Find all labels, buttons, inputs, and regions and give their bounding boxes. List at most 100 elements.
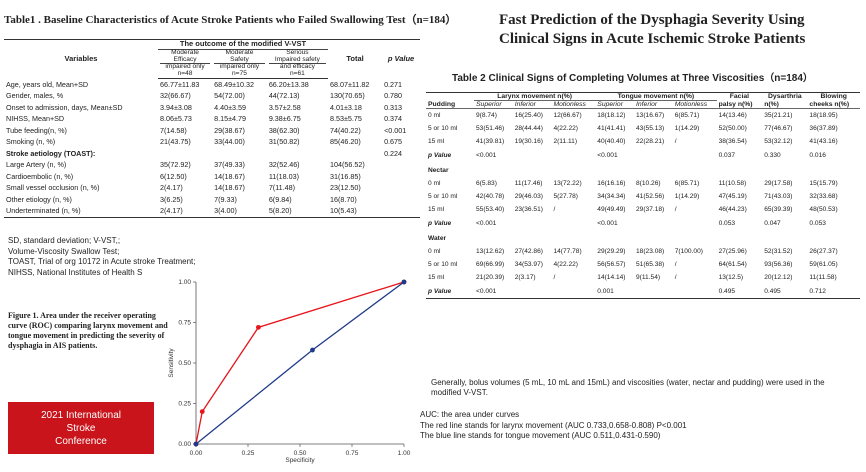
table-cell: 3.94±3.08: [160, 102, 192, 112]
table-cell: [673, 217, 717, 230]
table-cell: [267, 148, 328, 160]
sub-header: Motionless: [674, 101, 708, 108]
table-cell: 21(43.75): [160, 137, 191, 147]
table-row: 15 ml 55(53.40) 23(36.51) / 49(49.49) 29(37.1…: [426, 203, 860, 216]
table-cell: 34(34.34): [597, 193, 626, 201]
table-cell: 0.047: [764, 219, 781, 227]
row-label: 0 ml: [428, 180, 441, 188]
table-cell: 0.495: [764, 287, 781, 295]
table-cell: [551, 284, 595, 298]
table-cell: 32(33.68): [809, 193, 838, 201]
table-cell: 5(27.78): [553, 193, 578, 201]
row-label: 5 or 10 ml: [428, 193, 458, 201]
table-cell: 52(31.52): [764, 247, 793, 255]
table-cell: 22(28.21): [636, 138, 665, 146]
table-cell: 48(50.53): [809, 206, 838, 214]
table-cell: /: [553, 274, 556, 282]
section-label: Water: [428, 234, 447, 242]
x-tick-label: 1.00: [398, 450, 411, 457]
table-cell: 68.07±11.82: [329, 79, 370, 89]
table-row: 0 ml 6(5.83) 11(17.46) 13(72.22) 16(16.16) 8(…: [426, 177, 860, 190]
table-cell: 7(100.00): [674, 247, 703, 255]
table-cell: 0.053: [718, 219, 736, 227]
table-cell: 14(18.67): [214, 171, 245, 181]
section-label: Pudding: [428, 100, 456, 108]
table-cell: [673, 149, 717, 162]
table-row: 15 ml 21(20.39) 2(3.17) / 14(14.14) 9(11.54) /…: [426, 271, 860, 284]
roc-point: [310, 347, 315, 353]
table-row: Large Artery (n, %) 35(72.92) 37(49.33) 32(…: [4, 160, 420, 172]
table-row: Age, years old, Mean+SD 66.77±11.83 68.49±…: [4, 79, 420, 91]
table-cell: 47(45.19): [718, 193, 747, 201]
table-cell: 31(50.82): [268, 137, 300, 147]
table-cell: [382, 160, 420, 172]
table-cell: 32(66.67): [160, 91, 191, 101]
table-cell: 59(61.05): [809, 261, 838, 269]
table-cell: [551, 149, 595, 162]
table-cell: 11(11.58): [809, 274, 837, 282]
table-cell: 10(5.43): [329, 206, 357, 216]
table-cell: 42(40.78): [476, 193, 505, 201]
table-cell: 41(52.56): [636, 193, 665, 201]
row-label: 15 ml: [428, 274, 445, 282]
table-cell: 9(11.54): [636, 274, 661, 282]
table-cell: 29(46.03): [514, 193, 543, 201]
table-cell: 37(49.33): [214, 160, 245, 170]
row-label: 15 ml: [428, 206, 445, 214]
table-cell: [513, 217, 552, 230]
note-line: SD, standard deviation; V-VST,;: [8, 236, 121, 245]
table-cell: 52(50.00): [718, 125, 747, 133]
note-line: TOAST, Trial of org 10172 in Acute strok…: [8, 257, 196, 266]
tongue-group-header: Tongue movement n(%): [595, 92, 717, 101]
row-label: 15 ml: [428, 138, 445, 146]
table-row: 5 or 10 ml 42(40.78) 29(46.03) 5(27.78) 34(3…: [426, 190, 860, 203]
table-cell: 14(18.67): [214, 183, 245, 193]
conference-line: Stroke: [66, 422, 96, 434]
table-cell: 18(18.12): [597, 112, 626, 120]
roc-point: [199, 409, 205, 414]
table-cell: 4(22.22): [553, 261, 578, 269]
roc-chart: 0.00 0.00 0.25 0.25 0.50 0.50 0.75 0.75 1.00 1.00…: [168, 279, 411, 464]
table-cell: 35(21.21): [764, 112, 793, 120]
sub-header: Inferior: [514, 101, 536, 108]
table-cell: 8.06±5.73: [160, 114, 192, 124]
table-row: 15 ml 41(39.81) 19(30.16) 2(11.11) 40(40.40)…: [426, 135, 860, 148]
table-cell: 13(16.67): [636, 112, 665, 120]
table-cell: 8.53±5.75: [329, 114, 362, 124]
table-cell: 0.712: [809, 287, 826, 295]
table-cell: 0.001: [597, 287, 614, 295]
row-label: Smoking (n, %): [6, 137, 56, 147]
table-cell: [382, 206, 420, 218]
table-cell: 16(16.16): [597, 180, 626, 188]
row-label: Large Artery (n, %): [6, 160, 67, 170]
group-header: The outcome of the modified V-VST: [158, 39, 328, 50]
table-row: Underterminated (n, %) 2(4.17) 3(4.00) 5(8.…: [4, 206, 420, 218]
table-row: Small vessel occlusion (n, %) 2(4.17) 14(1…: [4, 183, 420, 195]
table-cell: 51(65.38): [636, 261, 665, 269]
table-cell: [634, 149, 673, 162]
row-label: Cardioembolic (n, %): [6, 171, 74, 181]
table-cell: [513, 284, 552, 298]
table-cell: 4(22.22): [553, 125, 578, 133]
table-cell: 46(44.23): [718, 206, 747, 214]
dysarthria-header: Dysarthria: [768, 93, 802, 101]
dysarthria-header-2: n(%): [764, 100, 779, 108]
table-cell: 29(17.58): [764, 180, 793, 188]
table-cell: 26(27.37): [809, 247, 838, 255]
table-cell: 23(12.50): [329, 183, 361, 193]
table-cell: <0.001: [597, 219, 618, 227]
conference-line: Conference: [55, 435, 107, 447]
table-cell: 32(52.46): [268, 160, 300, 170]
row-label: p Value: [428, 151, 452, 159]
table-cell: 2(4.17): [160, 183, 183, 193]
poster-title-line1: Fast Prediction of the Dysphagia Severit…: [499, 12, 805, 28]
table-cell: 1(14.29): [674, 125, 700, 133]
row-label: Small vessel occlusion (n, %): [6, 183, 100, 193]
table-row: Smoking (n, %) 21(43.75) 33(44.00) 31(50.82…: [4, 137, 420, 149]
poster-title-line2: Clinical Signs in Acute Ischemic Stroke …: [499, 31, 806, 47]
row-label: Tube feeding(n, %): [6, 125, 67, 135]
table-cell: 5(8.20): [268, 206, 292, 216]
table-cell: 64(61.54): [718, 261, 747, 269]
table-cell: 16(25.40): [514, 112, 543, 120]
row-label: 0 ml: [428, 112, 441, 120]
